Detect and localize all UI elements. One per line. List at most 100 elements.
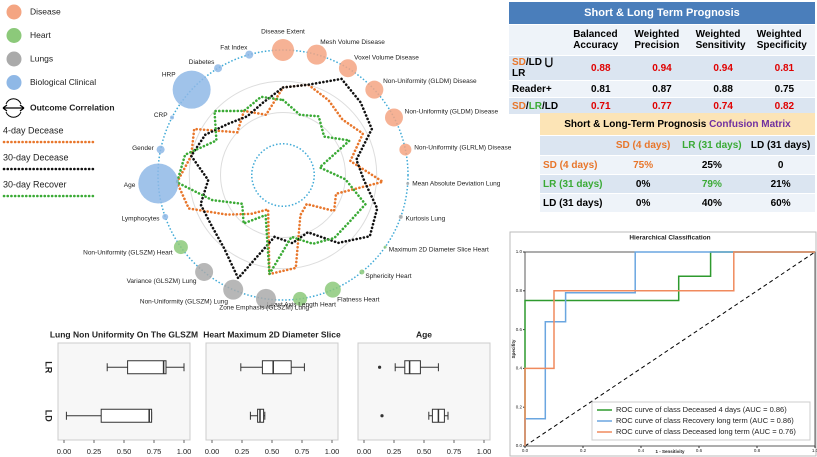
text: / bbox=[525, 100, 529, 112]
text: 0.81 bbox=[774, 62, 795, 74]
feature-label: Gender bbox=[132, 145, 155, 152]
feature-label: CRP bbox=[154, 112, 168, 119]
row-label: LR (31 days) bbox=[540, 174, 609, 194]
text: Weighted Sensitivity bbox=[695, 29, 746, 51]
data-row: SD/LR/LD 0.71 0.77 0.74 0.82 bbox=[509, 97, 815, 115]
feature-bubble bbox=[399, 143, 412, 156]
text: 0.94 bbox=[713, 62, 733, 74]
row-label: SD/LD ⋃ LR bbox=[509, 55, 571, 81]
x-tick-label: 1.00 bbox=[325, 447, 340, 456]
cell: 25% bbox=[677, 155, 747, 175]
legend-marker bbox=[6, 51, 22, 67]
text: 60% bbox=[770, 197, 791, 209]
box-title: Age bbox=[416, 329, 432, 339]
text: 79% bbox=[701, 178, 722, 190]
text: LR (31 days) bbox=[543, 178, 603, 190]
y-tick-label: 1.0 bbox=[516, 249, 523, 254]
x-tick-label: 0.50 bbox=[117, 447, 132, 456]
text: SD bbox=[512, 100, 526, 112]
header-row: SD (4 days) LR (31 days) LD (31 days) bbox=[540, 135, 815, 156]
column-header: Weighted Precision bbox=[631, 24, 693, 56]
feature-label: Mean Absolute Deviation Lung bbox=[412, 181, 501, 188]
data-row: SD/LD ⋃ LR 0.88 0.94 0.94 0.81 bbox=[509, 55, 815, 81]
box-panel bbox=[57, 342, 191, 441]
y-tick-label: 0.6 bbox=[516, 327, 523, 332]
feature-label: Non-Uniformity (GLDM) Disease bbox=[405, 109, 499, 116]
text: /LD bbox=[542, 100, 559, 112]
data-row: LD (31 days) 0% 40% 60% bbox=[540, 193, 815, 213]
y-tick-label: LD bbox=[44, 410, 54, 422]
x-tick-label: 0.25 bbox=[387, 447, 402, 456]
x-tick-label: 0.25 bbox=[87, 447, 102, 456]
feature-bubble bbox=[338, 59, 357, 78]
cell: 79% bbox=[677, 174, 747, 194]
chance-line bbox=[524, 251, 816, 447]
feature-bubble bbox=[214, 64, 223, 73]
radar-ring bbox=[251, 143, 315, 207]
text: 0.81 bbox=[591, 83, 611, 95]
row-label: SD/LR/LD bbox=[509, 97, 571, 115]
cell: 0.77 bbox=[631, 97, 693, 115]
text: Balanced Accuracy bbox=[573, 29, 619, 51]
text: Reader+ bbox=[512, 83, 552, 95]
feature-label: Diabetes bbox=[189, 59, 215, 66]
table-title: Short & Long-Term Prognosis Confusion Ma… bbox=[540, 113, 815, 136]
x-tick-label: 0.00 bbox=[57, 447, 72, 456]
cell: 0% bbox=[608, 193, 678, 213]
row-label: LD (31 days) bbox=[540, 193, 609, 213]
y-tick-label: LR bbox=[44, 361, 54, 373]
text: 0.75 bbox=[774, 83, 795, 95]
x-tick-label: 0.4 bbox=[638, 448, 645, 453]
feature-label: Fat Index bbox=[220, 45, 248, 52]
cell: 0.94 bbox=[692, 55, 754, 81]
box-title: Lung Non Uniformity On The GLSZM bbox=[50, 329, 198, 339]
text: LD (31 days) bbox=[750, 140, 811, 151]
feature-bubble bbox=[170, 115, 175, 120]
feature-label: HRP bbox=[162, 71, 176, 78]
cell: 0.87 bbox=[631, 80, 693, 98]
legend-label: 4-day Decease bbox=[3, 125, 64, 135]
feature-bubble bbox=[173, 240, 188, 255]
text: LR (31 days) bbox=[682, 140, 742, 151]
feature-label: Sphericity Heart bbox=[365, 273, 411, 280]
legend-label: ROC curve of class Recovery long term (A… bbox=[616, 416, 794, 425]
feature-bubble bbox=[138, 163, 179, 204]
feature-bubble bbox=[406, 182, 410, 186]
feature-bubble bbox=[324, 281, 341, 298]
text: /LD ⋃ LR bbox=[512, 57, 553, 79]
cell: 0 bbox=[746, 155, 815, 175]
y-tick-label: 0.8 bbox=[516, 288, 523, 293]
legend-label: ROC curve of class Deceased 4 days (AUC … bbox=[616, 405, 787, 414]
x-tick-label: 0.2 bbox=[580, 448, 587, 453]
legend-label: ROC curve of class Deceased long term (A… bbox=[616, 427, 796, 436]
cell: 60% bbox=[746, 193, 815, 213]
text: 21% bbox=[770, 178, 791, 190]
cell: 0.88 bbox=[570, 55, 632, 81]
x-tick-label: 0.75 bbox=[447, 447, 462, 456]
x-tick-label: 0.0 bbox=[522, 448, 529, 453]
text: 25% bbox=[701, 159, 722, 171]
feature-bubble bbox=[156, 145, 165, 154]
x-tick-label: 0.6 bbox=[696, 448, 703, 453]
column-header: LD (31 days) bbox=[746, 135, 815, 156]
text: Weighted Precision bbox=[634, 29, 680, 51]
x-tick-label: 0.25 bbox=[235, 447, 250, 456]
text: 0.88 bbox=[591, 62, 611, 74]
text: 0.71 bbox=[591, 100, 611, 112]
x-tick-label: 0.50 bbox=[417, 447, 432, 456]
feature-label: Variance (GLSZM) Lung bbox=[127, 278, 197, 285]
radar-line bbox=[189, 77, 379, 281]
x-tick-label: 1.0 bbox=[812, 448, 817, 453]
text: 0.88 bbox=[713, 83, 733, 95]
data-row: Reader+ 0.81 0.87 0.88 0.75 bbox=[509, 80, 815, 98]
text: Short & Long Term Prognosis bbox=[584, 7, 740, 19]
text: LD (31 days) bbox=[543, 197, 603, 209]
corner-cell bbox=[509, 24, 571, 56]
text: 0% bbox=[635, 197, 651, 209]
feature-label: Age bbox=[124, 182, 136, 189]
text: 0 bbox=[777, 159, 784, 171]
x-tick-label: 0.75 bbox=[147, 447, 162, 456]
feature-label: Non-Uniformity (GLSZM) Heart bbox=[83, 250, 173, 257]
feature-bubble bbox=[384, 108, 403, 127]
outcome-arrow bbox=[2, 104, 25, 112]
